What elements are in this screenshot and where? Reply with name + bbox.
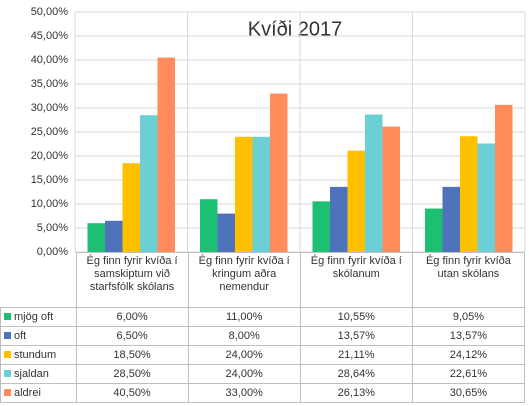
category-label: Ég finn fyrir kvíða í samskiptum við sta… bbox=[75, 252, 189, 308]
value-cell: 33,00% bbox=[187, 383, 301, 403]
legend-swatch bbox=[4, 370, 11, 377]
legend-swatch bbox=[4, 332, 11, 339]
bar bbox=[312, 201, 330, 252]
value-cell: 24,00% bbox=[187, 345, 301, 365]
bar bbox=[122, 163, 140, 252]
data-row: stundum 18,50% 24,00% 21,11% 24,12% bbox=[0, 345, 526, 365]
category-label: Ég finn fyrir kvíða í skólanum bbox=[299, 252, 413, 308]
value-cell: 13,57% bbox=[411, 326, 526, 346]
y-tick-label: 35,00% bbox=[31, 78, 69, 90]
category-label: Ég finn fyrir kvíða utan skólans bbox=[411, 252, 526, 308]
bar bbox=[105, 220, 123, 252]
y-tick-label: 40,00% bbox=[31, 54, 69, 66]
value-cell: 6,00% bbox=[75, 307, 189, 327]
chart-title: Kvíði 2017 bbox=[248, 18, 343, 40]
bar bbox=[157, 57, 175, 252]
bar bbox=[330, 186, 348, 252]
category-label: Ég finn fyrir kvíða í kringum aðra nemen… bbox=[187, 252, 301, 308]
value-cell: 8,00% bbox=[187, 326, 301, 346]
y-tick-label: 5,00% bbox=[37, 222, 68, 234]
value-cell: 30,65% bbox=[411, 383, 526, 403]
bar bbox=[442, 186, 460, 252]
bar bbox=[495, 104, 513, 252]
data-row: mjög oft 6,00% 11,00% 10,55% 9,05% bbox=[0, 307, 526, 327]
value-cell: 21,11% bbox=[299, 345, 413, 365]
y-tick-label: 0,00% bbox=[37, 246, 68, 258]
value-cell: 40,50% bbox=[75, 383, 189, 403]
bar bbox=[87, 223, 105, 252]
data-row: oft 6,50% 8,00% 13,57% 13,57% bbox=[0, 326, 526, 346]
legend-label: mjög oft bbox=[14, 311, 54, 323]
legend-label: oft bbox=[14, 330, 27, 342]
value-cell: 28,64% bbox=[299, 364, 413, 384]
value-cell: 9,05% bbox=[411, 307, 526, 327]
value-cell: 13,57% bbox=[299, 326, 413, 346]
data-table: Ég finn fyrir kvíða í samskiptum við sta… bbox=[0, 252, 526, 403]
header-row: Ég finn fyrir kvíða í samskiptum við sta… bbox=[1, 252, 526, 308]
legend-label: sjaldan bbox=[14, 368, 49, 380]
y-tick-label: 25,00% bbox=[31, 126, 69, 138]
empty-cell bbox=[1, 253, 77, 308]
legend-cell: sjaldan bbox=[0, 364, 77, 384]
bar bbox=[235, 136, 253, 252]
bar bbox=[347, 150, 365, 252]
y-tick-label: 30,00% bbox=[31, 102, 69, 114]
bar bbox=[270, 93, 288, 252]
legend-cell: stundum bbox=[0, 345, 77, 365]
bar bbox=[382, 126, 400, 252]
bar bbox=[217, 213, 235, 252]
data-row: sjaldan 28,50% 24,00% 28,64% 22,61% bbox=[0, 364, 526, 384]
legend-swatch bbox=[4, 351, 11, 358]
data-row: aldrei 40,50% 33,00% 26,13% 30,65% bbox=[0, 383, 526, 403]
legend-label: aldrei bbox=[14, 387, 41, 399]
value-cell: 26,13% bbox=[299, 383, 413, 403]
bar bbox=[425, 208, 443, 252]
value-cell: 10,55% bbox=[299, 307, 413, 327]
bar bbox=[365, 114, 383, 252]
bar bbox=[140, 115, 158, 252]
legend-cell: mjög oft bbox=[0, 307, 77, 327]
bar bbox=[252, 136, 270, 252]
value-cell: 6,50% bbox=[75, 326, 189, 346]
legend-cell: oft bbox=[0, 326, 77, 346]
value-cell: 22,61% bbox=[411, 364, 526, 384]
bar bbox=[477, 143, 495, 252]
value-cell: 18,50% bbox=[75, 345, 189, 365]
bar bbox=[460, 136, 478, 252]
value-cell: 11,00% bbox=[187, 307, 301, 327]
value-cell: 24,00% bbox=[187, 364, 301, 384]
value-cell: 28,50% bbox=[75, 364, 189, 384]
y-tick-label: 45,00% bbox=[31, 30, 69, 42]
legend-cell: aldrei bbox=[0, 383, 77, 403]
legend-label: stundum bbox=[14, 349, 57, 361]
y-tick-label: 50,00% bbox=[31, 6, 69, 18]
legend-swatch bbox=[4, 389, 11, 396]
y-tick-label: 20,00% bbox=[31, 150, 69, 162]
y-tick-label: 10,00% bbox=[31, 198, 69, 210]
value-cell: 24,12% bbox=[411, 345, 526, 365]
y-tick-label: 15,00% bbox=[31, 174, 69, 186]
bar bbox=[200, 199, 218, 252]
legend-swatch bbox=[4, 313, 11, 320]
